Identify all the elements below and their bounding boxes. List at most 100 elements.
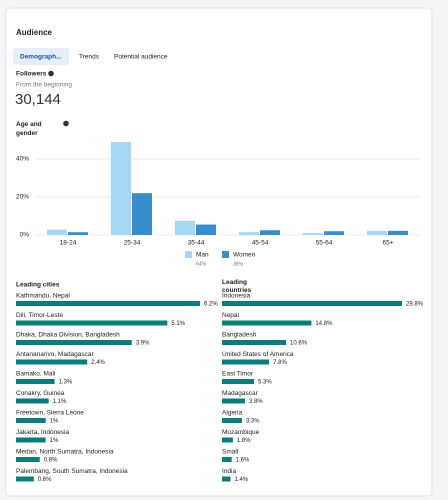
bar — [16, 359, 88, 365]
value-label: 2.4% — [91, 360, 105, 366]
tab[interactable]: Potential audience — [114, 54, 168, 61]
row-label: Conakry, Guinea — [16, 390, 65, 397]
followers-label: Followers — [16, 71, 47, 78]
value-label: 14.8% — [315, 321, 333, 327]
bar — [132, 193, 152, 235]
bar — [111, 141, 131, 235]
bar — [16, 301, 200, 306]
x-tick-label: 45-54 — [252, 240, 269, 247]
value-label: 29.8% — [406, 302, 424, 308]
bar — [222, 359, 270, 365]
value-label: 5.3% — [258, 380, 272, 386]
row-label: India — [222, 468, 236, 475]
bar — [222, 379, 255, 384]
value-label: 1% — [50, 419, 59, 425]
row-label: United States of America — [222, 351, 294, 358]
bar — [196, 224, 216, 235]
bar — [16, 320, 168, 326]
value-label: 0.6% — [38, 477, 52, 483]
bar — [16, 340, 132, 345]
row-label: Bamako, Mali — [16, 371, 55, 378]
legend-label: Man — [196, 252, 209, 259]
bar — [222, 418, 242, 423]
row-label: Palembang, South Sumatra, Indonesia — [16, 468, 128, 475]
row-label: Mozambique — [222, 429, 260, 436]
row-label: Jakarta, Indonesia — [16, 429, 70, 436]
legend-share: 36% — [233, 261, 244, 267]
value-label: 1.8% — [237, 438, 251, 444]
row-label: Kathmandu, Nepal — [16, 293, 70, 300]
bar — [16, 476, 34, 482]
bar — [175, 220, 195, 235]
chart-title: Age and gender — [16, 121, 42, 137]
x-tick-label: 18-24 — [60, 240, 77, 247]
bar — [239, 232, 259, 235]
x-tick-label: 35-44 — [188, 240, 205, 247]
y-tick-label: 20% — [16, 194, 29, 201]
bar — [16, 379, 55, 384]
bar — [324, 231, 344, 235]
bar — [222, 320, 312, 326]
bar — [47, 229, 67, 235]
value-label: 1.1% — [53, 399, 67, 405]
bar — [388, 230, 408, 235]
chart-title: Leading cities — [16, 282, 60, 289]
row-label: Madagascar — [222, 390, 259, 397]
y-tick-label: 40% — [16, 156, 29, 163]
value-label: 1.6% — [236, 458, 250, 464]
bar — [222, 301, 402, 306]
row-label: Small — [222, 449, 239, 456]
x-tick-label: 65+ — [382, 240, 393, 247]
legend-share: 64% — [196, 261, 207, 267]
value-label: 1% — [50, 438, 59, 444]
bar — [16, 457, 40, 462]
row-label: Algeria — [222, 410, 243, 417]
bar — [303, 233, 323, 235]
value-label: 7.8% — [273, 360, 287, 366]
value-label: 5.1% — [171, 321, 185, 327]
row-label: Medan, North Sumatra, Indonesia — [16, 449, 114, 456]
x-tick-label: 25-34 — [124, 240, 141, 247]
value-label: 1.3% — [59, 380, 73, 386]
legend-label: Women — [233, 252, 256, 259]
bar — [68, 232, 88, 235]
bar — [16, 418, 46, 423]
info-icon[interactable] — [48, 70, 54, 77]
bar — [222, 476, 231, 482]
legend-swatch — [222, 251, 229, 258]
bar — [16, 437, 46, 443]
row-label: Dili, Timor-Leste — [16, 312, 63, 319]
row-label: East Timor — [222, 371, 254, 378]
bar — [222, 340, 287, 345]
tab[interactable]: Trends — [79, 54, 100, 61]
followers-count: 30,144 — [15, 91, 61, 108]
bar — [222, 437, 233, 443]
chart-title: Leading countries — [222, 279, 252, 294]
bar — [16, 398, 49, 404]
bar — [260, 230, 280, 235]
value-label: 10.6% — [290, 341, 308, 347]
value-label: 3.3% — [246, 419, 260, 425]
row-label: Bangladesh — [222, 332, 257, 339]
info-icon[interactable] — [63, 120, 69, 127]
legend-swatch — [185, 251, 192, 258]
value-label: 3.8% — [249, 399, 263, 405]
value-label: 1.4% — [234, 477, 248, 483]
value-label: 0.8% — [44, 458, 58, 464]
y-tick-label: 0% — [20, 232, 30, 239]
bar — [222, 457, 232, 462]
active-tab-bg — [13, 48, 69, 65]
row-label: Antananarivo, Madagascar — [16, 351, 95, 358]
value-label: 3.9% — [136, 341, 150, 347]
card-title: Audience — [16, 28, 53, 37]
card — [5, 7, 433, 497]
row-label: Indonesia — [222, 293, 251, 300]
value-label: 6.2% — [204, 302, 218, 308]
followers-subtitle: From the beginning — [16, 82, 72, 89]
bar — [367, 230, 387, 235]
x-tick-label: 55-64 — [316, 240, 333, 247]
row-label: Dhaka, Dhaka Division, Bangladesh — [16, 332, 120, 339]
tab[interactable]: Demograph... — [20, 54, 62, 61]
